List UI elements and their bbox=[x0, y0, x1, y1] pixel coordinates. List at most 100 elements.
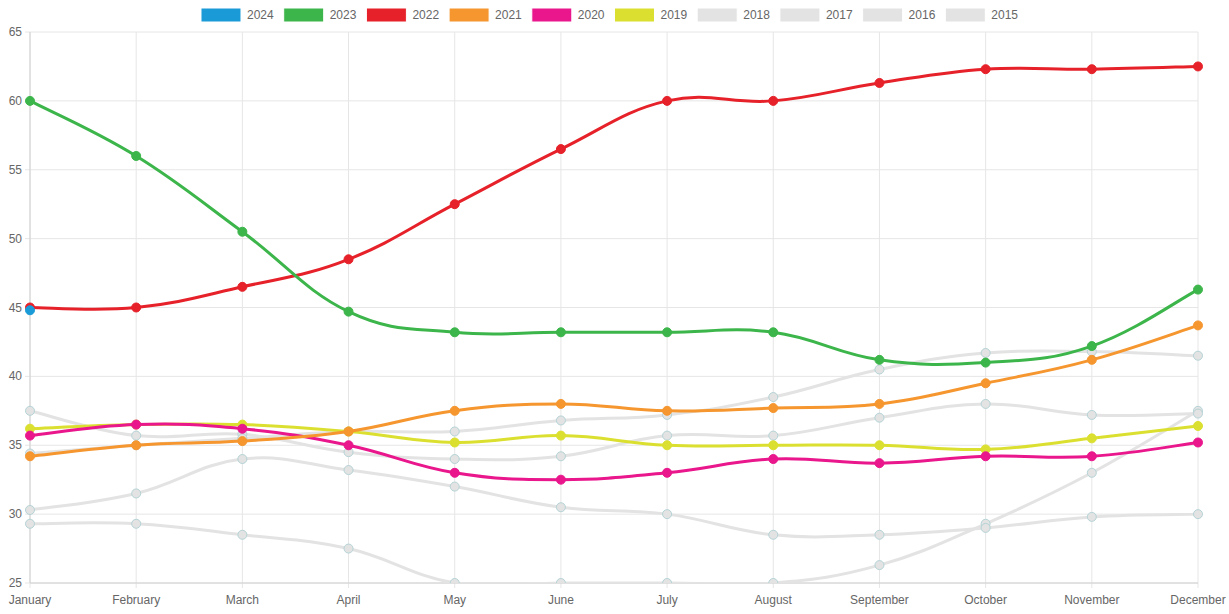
data-point bbox=[26, 406, 35, 415]
tick-mark bbox=[30, 583, 31, 588]
y-tick-label: 40 bbox=[9, 369, 23, 383]
legend-label: 2023 bbox=[330, 8, 357, 22]
data-point bbox=[238, 424, 247, 433]
data-point bbox=[1087, 434, 1096, 443]
series-line bbox=[30, 424, 1198, 450]
data-point bbox=[238, 282, 247, 291]
data-point bbox=[450, 328, 459, 337]
data-point bbox=[981, 65, 990, 74]
tick-mark bbox=[985, 583, 986, 588]
tick-mark bbox=[25, 238, 30, 239]
legend-item: 2015 bbox=[945, 8, 1018, 22]
data-point bbox=[663, 431, 672, 440]
plot-area bbox=[26, 62, 1203, 583]
data-point bbox=[1087, 512, 1096, 521]
data-point bbox=[981, 452, 990, 461]
data-point bbox=[450, 406, 459, 415]
legend-swatch bbox=[449, 8, 489, 22]
tick-mark bbox=[25, 169, 30, 170]
legend-label: 2024 bbox=[247, 8, 274, 22]
data-point bbox=[556, 328, 565, 337]
series-line bbox=[30, 351, 1198, 454]
grid-line bbox=[1198, 32, 1199, 583]
data-point bbox=[981, 399, 990, 408]
data-point bbox=[132, 441, 141, 450]
data-point bbox=[556, 431, 565, 440]
data-point bbox=[556, 452, 565, 461]
legend-label: 2016 bbox=[909, 8, 936, 22]
tick-mark bbox=[25, 376, 30, 377]
legend-label: 2021 bbox=[495, 8, 522, 22]
data-point bbox=[1194, 409, 1203, 418]
data-point bbox=[450, 438, 459, 447]
data-point bbox=[1087, 468, 1096, 477]
y-tick-label: 65 bbox=[9, 25, 23, 39]
x-tick-label: November bbox=[1064, 593, 1119, 607]
data-point bbox=[450, 455, 459, 464]
legend-item: 2020 bbox=[532, 8, 605, 22]
grid-line bbox=[773, 32, 774, 583]
data-point bbox=[663, 328, 672, 337]
data-point bbox=[132, 431, 141, 440]
x-tick-label: June bbox=[548, 593, 574, 607]
data-point bbox=[556, 475, 565, 484]
legend-item: 2023 bbox=[284, 8, 357, 22]
tick-mark bbox=[1091, 583, 1092, 588]
data-point bbox=[1087, 410, 1096, 419]
x-tick-label: October bbox=[964, 593, 1007, 607]
grid-line bbox=[985, 32, 986, 583]
grid-line bbox=[242, 32, 243, 583]
legend-label: 2022 bbox=[412, 8, 439, 22]
data-point bbox=[663, 510, 672, 519]
data-point bbox=[238, 227, 247, 236]
legend-swatch bbox=[615, 8, 655, 22]
data-point bbox=[1087, 65, 1096, 74]
data-point bbox=[344, 427, 353, 436]
x-tick-label: February bbox=[112, 593, 160, 607]
tick-mark bbox=[136, 583, 137, 588]
tick-mark bbox=[348, 583, 349, 588]
grid-line bbox=[879, 32, 880, 583]
data-point bbox=[344, 544, 353, 553]
data-point bbox=[556, 503, 565, 512]
data-point bbox=[875, 78, 884, 87]
data-point bbox=[1087, 355, 1096, 364]
grid-line bbox=[667, 32, 668, 583]
data-point bbox=[450, 468, 459, 477]
data-point bbox=[556, 399, 565, 408]
data-point bbox=[663, 406, 672, 415]
legend-label: 2019 bbox=[661, 8, 688, 22]
legend-swatch bbox=[780, 8, 820, 22]
legend-swatch bbox=[863, 8, 903, 22]
data-point bbox=[344, 427, 353, 436]
data-point bbox=[769, 579, 778, 584]
data-point bbox=[769, 455, 778, 464]
data-point bbox=[26, 519, 35, 528]
x-tick-label: December bbox=[1170, 593, 1225, 607]
data-point bbox=[1087, 452, 1096, 461]
data-point bbox=[556, 145, 565, 154]
legend-label: 2017 bbox=[826, 8, 853, 22]
grid-line bbox=[454, 32, 455, 583]
data-point bbox=[1087, 342, 1096, 351]
data-point bbox=[1194, 510, 1203, 519]
data-point bbox=[769, 96, 778, 105]
legend-item: 2024 bbox=[201, 8, 274, 22]
series-line bbox=[30, 325, 1198, 456]
x-tick-label: April bbox=[337, 593, 361, 607]
x-tick-label: March bbox=[226, 593, 259, 607]
data-point bbox=[132, 519, 141, 528]
data-point bbox=[238, 530, 247, 539]
data-point bbox=[769, 441, 778, 450]
data-point bbox=[875, 561, 884, 570]
data-point bbox=[344, 255, 353, 264]
data-point bbox=[132, 151, 141, 160]
data-point bbox=[1194, 62, 1203, 71]
data-point bbox=[875, 355, 884, 364]
data-point bbox=[238, 455, 247, 464]
tick-mark bbox=[25, 32, 30, 33]
data-point bbox=[1194, 321, 1203, 330]
y-tick-label: 25 bbox=[9, 576, 23, 590]
data-point bbox=[26, 431, 35, 440]
data-point bbox=[344, 466, 353, 475]
